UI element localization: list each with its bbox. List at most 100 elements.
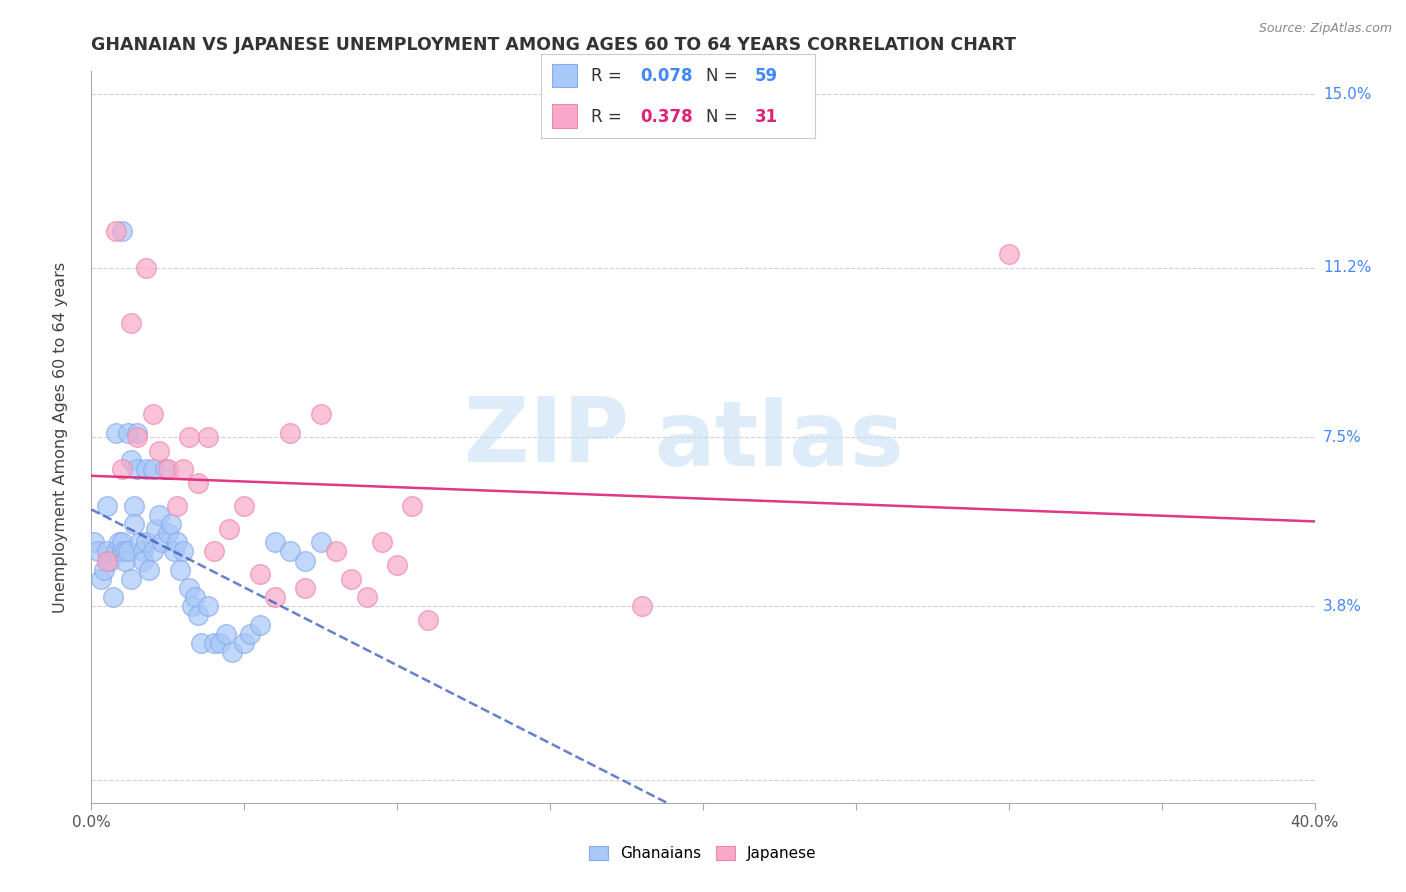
Point — [111, 535, 134, 549]
Point — [127, 425, 149, 440]
Point — [208, 636, 231, 650]
Point — [138, 563, 160, 577]
Point — [132, 553, 155, 567]
Text: 0.078: 0.078 — [640, 68, 693, 86]
FancyBboxPatch shape — [553, 63, 576, 87]
Text: R =: R = — [591, 68, 627, 86]
Point — [631, 599, 654, 614]
Point — [181, 599, 204, 614]
Point — [96, 553, 118, 567]
Point — [83, 535, 105, 549]
Point — [190, 636, 212, 650]
Point — [294, 553, 316, 567]
FancyBboxPatch shape — [553, 104, 576, 128]
Point — [114, 553, 136, 567]
Point — [132, 544, 155, 558]
Point — [127, 462, 149, 476]
Point — [145, 521, 167, 535]
Point — [264, 590, 287, 604]
Point — [120, 453, 142, 467]
Point — [179, 581, 201, 595]
Point — [202, 544, 225, 558]
Point — [998, 247, 1021, 261]
Point — [117, 425, 139, 440]
Point — [278, 544, 301, 558]
Point — [187, 608, 209, 623]
Point — [215, 626, 238, 640]
Point — [141, 544, 163, 558]
Text: N =: N = — [706, 108, 742, 126]
Point — [166, 499, 188, 513]
Point — [325, 544, 347, 558]
Point — [96, 544, 118, 558]
Point — [104, 544, 127, 558]
Point — [122, 516, 145, 531]
Point — [122, 499, 145, 513]
Point — [96, 499, 118, 513]
Point — [104, 425, 127, 440]
Point — [108, 535, 131, 549]
Y-axis label: Unemployment Among Ages 60 to 64 years: Unemployment Among Ages 60 to 64 years — [53, 261, 67, 613]
Point — [202, 636, 225, 650]
Text: ZIP: ZIP — [464, 393, 630, 481]
Point — [309, 407, 332, 421]
Point — [156, 526, 179, 541]
Point — [111, 224, 134, 238]
Point — [150, 535, 173, 549]
Point — [218, 521, 240, 535]
Text: GHANAIAN VS JAPANESE UNEMPLOYMENT AMONG AGES 60 TO 64 YEARS CORRELATION CHART: GHANAIAN VS JAPANESE UNEMPLOYMENT AMONG … — [91, 36, 1017, 54]
Point — [239, 626, 262, 640]
Point — [356, 590, 378, 604]
Point — [98, 553, 121, 567]
Point — [86, 544, 108, 558]
Point — [169, 563, 191, 577]
Text: 11.2%: 11.2% — [1323, 260, 1371, 276]
Point — [309, 535, 332, 549]
Point — [93, 563, 115, 577]
Point — [156, 462, 179, 476]
Point — [104, 224, 127, 238]
Point — [187, 475, 209, 490]
Point — [294, 581, 316, 595]
Point — [111, 462, 134, 476]
Point — [120, 572, 142, 586]
Point — [135, 535, 157, 549]
Point — [249, 567, 271, 582]
Text: 15.0%: 15.0% — [1323, 87, 1371, 102]
Point — [221, 645, 243, 659]
Point — [385, 558, 409, 573]
Point — [141, 407, 163, 421]
Point — [416, 613, 439, 627]
Text: atlas: atlas — [654, 397, 904, 484]
Point — [127, 430, 149, 444]
Point — [233, 636, 256, 650]
Point — [401, 499, 423, 513]
Point — [371, 535, 394, 549]
Point — [184, 590, 207, 604]
Point — [278, 425, 301, 440]
Point — [101, 590, 124, 604]
Point — [233, 499, 256, 513]
Point — [148, 508, 170, 522]
Point — [249, 617, 271, 632]
Point — [90, 572, 112, 586]
Point — [111, 544, 134, 558]
Legend: Ghanaians, Japanese: Ghanaians, Japanese — [589, 846, 817, 861]
Point — [135, 462, 157, 476]
Point — [129, 535, 152, 549]
Point — [166, 535, 188, 549]
Point — [153, 462, 176, 476]
Point — [141, 462, 163, 476]
Point — [135, 260, 157, 275]
Text: 0.378: 0.378 — [640, 108, 693, 126]
Point — [163, 544, 186, 558]
Point — [172, 544, 194, 558]
Point — [160, 516, 183, 531]
Text: 3.8%: 3.8% — [1323, 599, 1362, 614]
Text: N =: N = — [706, 68, 742, 86]
Point — [120, 316, 142, 330]
Point — [264, 535, 287, 549]
Text: R =: R = — [591, 108, 627, 126]
Point — [172, 462, 194, 476]
Point — [148, 443, 170, 458]
